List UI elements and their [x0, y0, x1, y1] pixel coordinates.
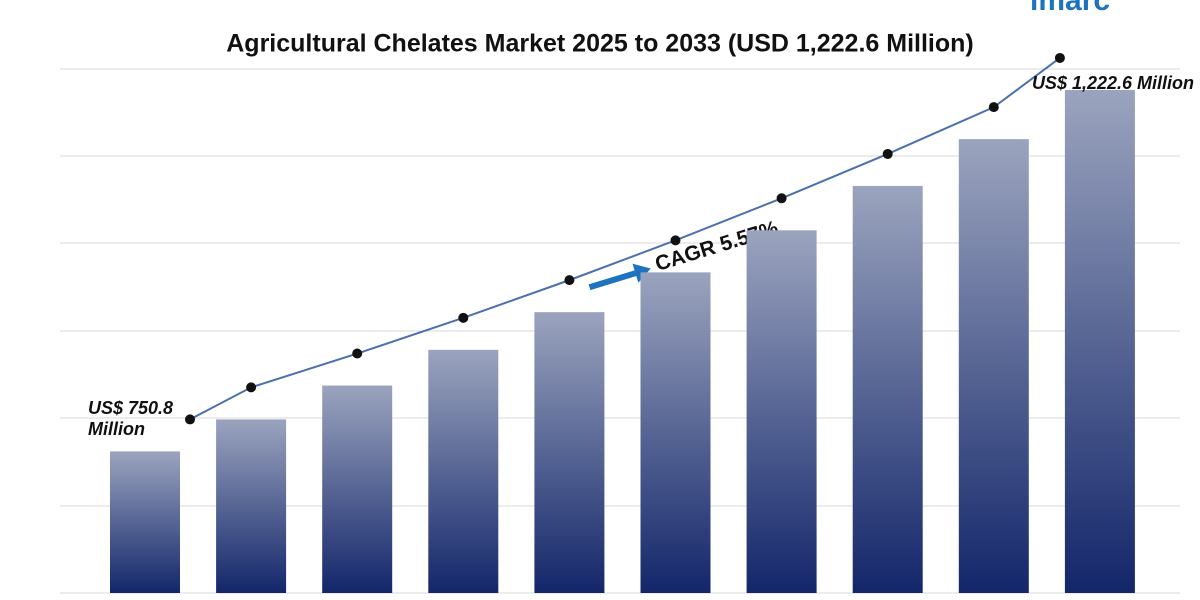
bar	[322, 385, 393, 593]
trend-point	[882, 148, 893, 159]
trend-point	[670, 235, 681, 246]
bar	[852, 185, 923, 593]
arrow	[588, 263, 651, 291]
bar	[110, 451, 180, 593]
value-label: US$ 1,222.6 Million	[1031, 73, 1194, 93]
bar	[534, 312, 605, 593]
value-label: US$ 750.8 Million	[88, 398, 174, 439]
trend-point	[246, 382, 257, 393]
bar	[640, 272, 711, 593]
trend-point	[185, 414, 195, 425]
trend-line	[189, 57, 1061, 421]
trend-point	[458, 312, 469, 323]
trend-point	[776, 193, 787, 204]
bar	[428, 349, 499, 593]
logo: imarc	[1030, 0, 1110, 17]
trend-point	[988, 102, 999, 113]
bar	[1064, 89, 1135, 594]
trend-point	[1054, 52, 1065, 63]
trend-point	[564, 275, 575, 286]
bar	[216, 419, 287, 593]
chart-title: Agricultural Chelates Market 2025 to 203…	[226, 30, 974, 58]
bar	[746, 230, 817, 593]
trend-point	[352, 348, 363, 359]
bar	[958, 139, 1029, 593]
